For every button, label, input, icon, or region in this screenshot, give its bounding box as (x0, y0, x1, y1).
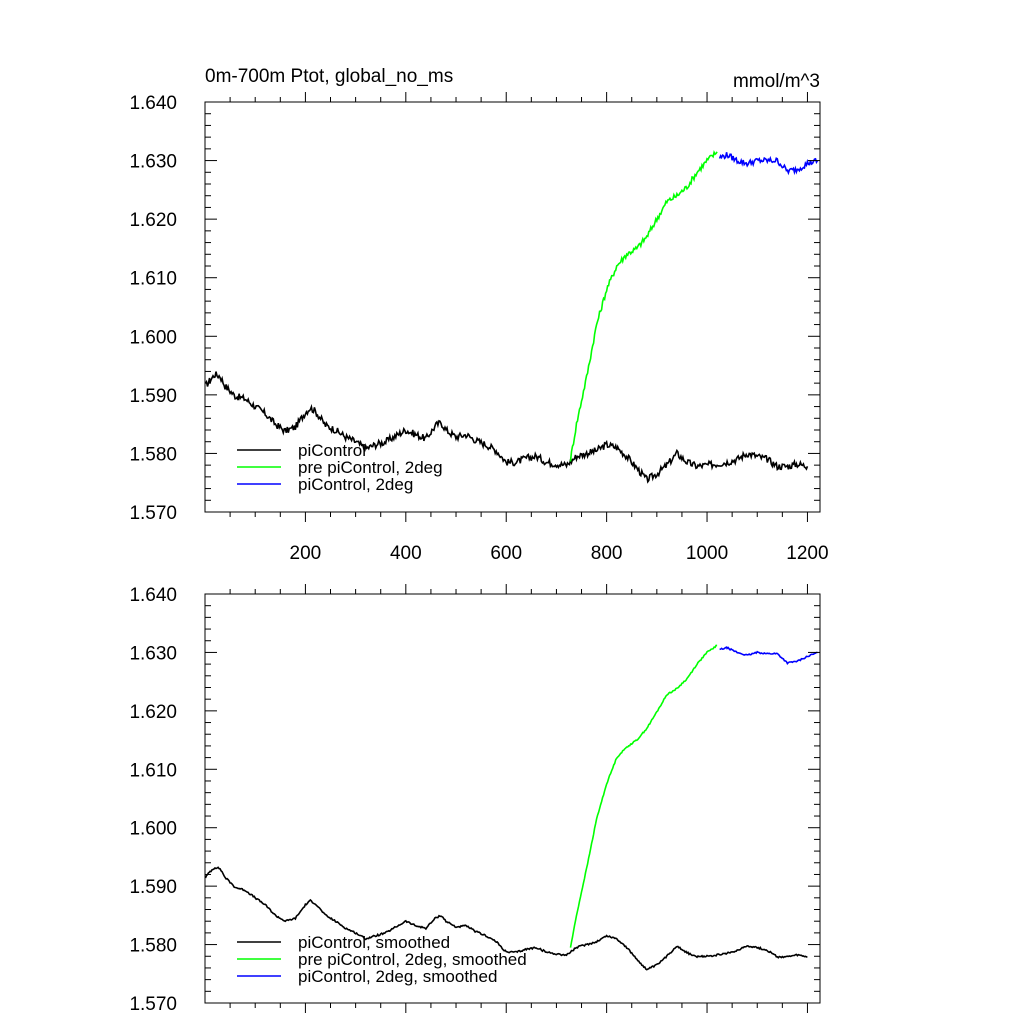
y-tick-label: 1.620 (129, 210, 177, 231)
legend-label: piControl, smoothed (298, 933, 450, 952)
legend-label: piControl, 2deg, smoothed (298, 967, 497, 986)
x-tick-label: 800 (591, 543, 623, 564)
y-tick-label: 1.590 (129, 386, 177, 407)
chart-title: 0m-700m Ptot, global_no_ms (205, 66, 453, 87)
plot-frame (204, 593, 821, 1004)
y-tick-label: 1.630 (129, 643, 177, 664)
x-tick-label: 1000 (686, 543, 728, 564)
series-line-pre-picontrol-2deg (569, 150, 718, 462)
series-line-picontrol-2deg-smoothed (719, 646, 818, 665)
series-line-picontrol-smoothed (204, 866, 808, 971)
x-tick-label: 1200 (786, 543, 828, 564)
y-tick-label: 1.620 (129, 702, 177, 723)
y-tick-label: 1.570 (129, 994, 177, 1015)
y-tick-label: 1.570 (129, 503, 177, 524)
series-line-picontrol-2deg (718, 152, 819, 176)
y-tick-label: 1.630 (129, 152, 177, 173)
top-panel: 0m-700m Ptot, global_no_ms mmol/m^3 piCo… (129, 66, 828, 564)
legend-label: pre piControl, 2deg, smoothed (298, 950, 527, 969)
y-tick-label: 1.580 (129, 936, 177, 957)
y-tick-label: 1.610 (129, 269, 177, 290)
y-tick-label: 1.580 (129, 444, 177, 465)
units-label: mmol/m^3 (733, 71, 820, 92)
y-tick-label: 1.590 (129, 877, 177, 898)
plot-frame (204, 101, 821, 513)
y-tick-label: 1.640 (129, 585, 177, 606)
series-line-pre-picontrol-2deg-smoothed (569, 644, 718, 948)
x-tick-label: 400 (390, 543, 422, 564)
y-tick-label: 1.600 (129, 327, 177, 348)
y-tick-label: 1.610 (129, 760, 177, 781)
series-line-picontrol (204, 371, 809, 484)
legend-label: piControl, 2deg (298, 475, 413, 494)
y-tick-label: 1.600 (129, 819, 177, 840)
x-tick-label: 600 (490, 543, 522, 564)
y-tick-label: 1.640 (129, 93, 177, 114)
legend-label: pre piControl, 2deg (298, 458, 443, 477)
legend-label: piControl (298, 441, 366, 460)
x-tick-label: 200 (290, 543, 322, 564)
